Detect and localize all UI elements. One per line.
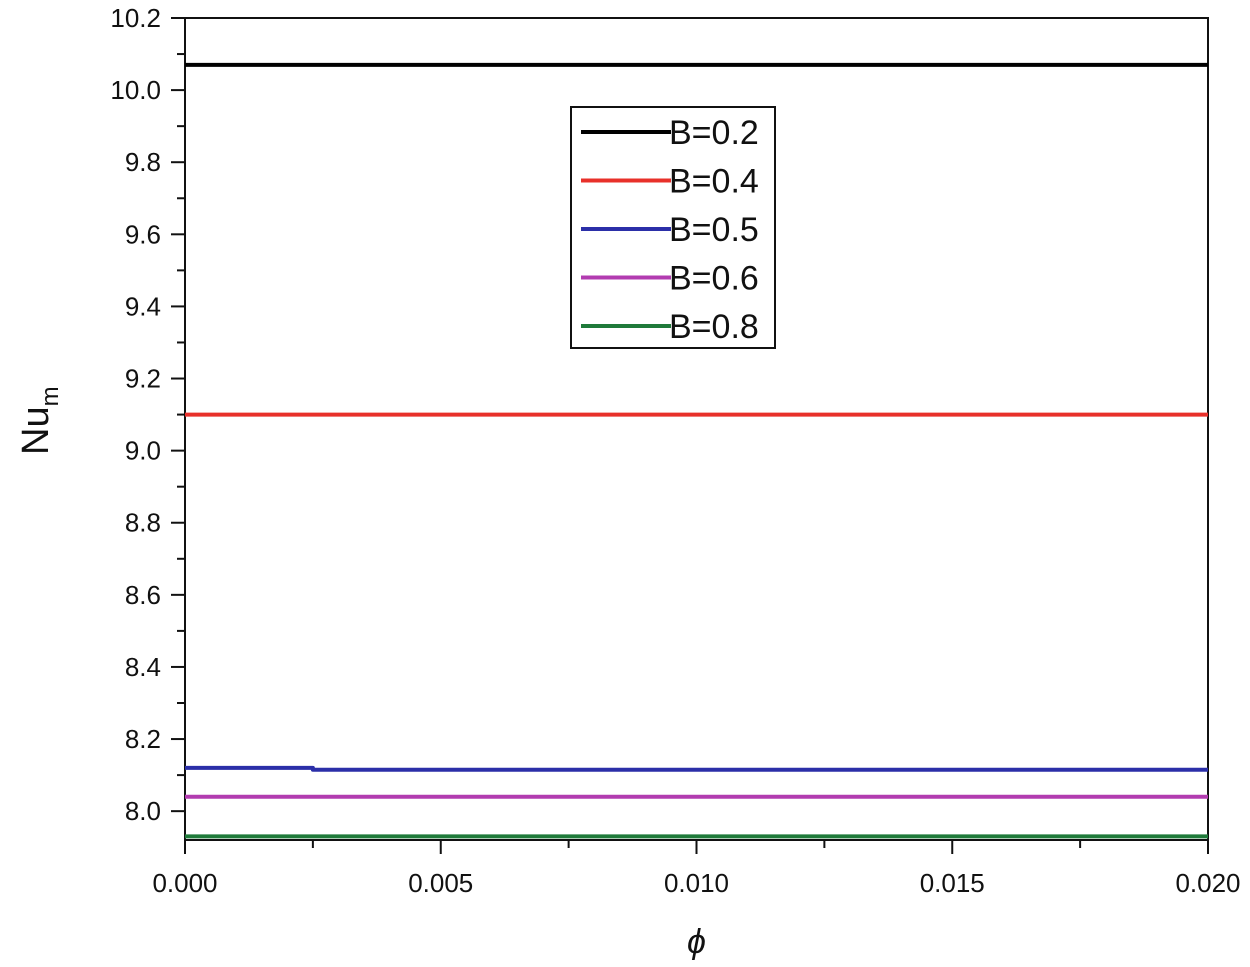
series-group xyxy=(185,62,1208,839)
x-tick-label: 0.000 xyxy=(152,868,217,898)
series-line-b-0-5 xyxy=(185,765,1208,772)
y-axis-title-subscript: m xyxy=(37,386,64,406)
y-tick-label: 9.0 xyxy=(125,436,161,466)
legend-label: B=0.5 xyxy=(669,211,759,249)
y-tick-label: 8.4 xyxy=(125,652,161,682)
y-tick-label: 9.4 xyxy=(125,291,161,321)
x-tick-label: 0.005 xyxy=(408,868,473,898)
x-tick-label: 0.020 xyxy=(1175,868,1240,898)
y-axis-title: Num xyxy=(15,386,64,455)
y-tick-label: 8.6 xyxy=(125,580,161,610)
y-tick-label: 9.8 xyxy=(125,147,161,177)
y-tick-label: 10.0 xyxy=(110,75,161,105)
y-tick-label: 8.2 xyxy=(125,724,161,754)
y-tick-label: 8.8 xyxy=(125,508,161,538)
y-tick-label: 8.0 xyxy=(125,796,161,826)
y-axis-title-main: Nu xyxy=(15,406,57,455)
legend: B=0.2 B=0.4 B=0.5 B=0.6 B=0.8 xyxy=(570,106,776,349)
legend-label: B=0.8 xyxy=(669,308,759,346)
y-tick-label: 10.2 xyxy=(110,3,161,33)
legend-label: B=0.6 xyxy=(669,260,759,298)
legend-label: B=0.4 xyxy=(669,163,759,201)
axis-titles: ϕ Num xyxy=(15,386,706,961)
x-tick-label: 0.010 xyxy=(664,868,729,898)
x-axis-title: ϕ xyxy=(687,923,706,961)
x-tick-label: 0.015 xyxy=(920,868,985,898)
y-tick-label: 9.6 xyxy=(125,219,161,249)
legend-label: B=0.2 xyxy=(669,114,759,152)
ticks-group: 8.0 8.2 8.4 8.6 8.8 9.0 9.2 9.4 9.6 9.8 10.0 10.2 0.… xyxy=(110,3,1240,898)
y-tick-label: 9.2 xyxy=(125,364,161,394)
